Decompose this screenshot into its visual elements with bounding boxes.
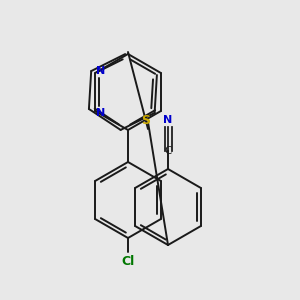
Text: N: N <box>164 115 172 125</box>
Text: Cl: Cl <box>122 255 135 268</box>
Text: S: S <box>142 115 151 128</box>
Text: N: N <box>97 108 106 118</box>
Text: C: C <box>164 146 172 156</box>
Text: N: N <box>97 66 106 76</box>
